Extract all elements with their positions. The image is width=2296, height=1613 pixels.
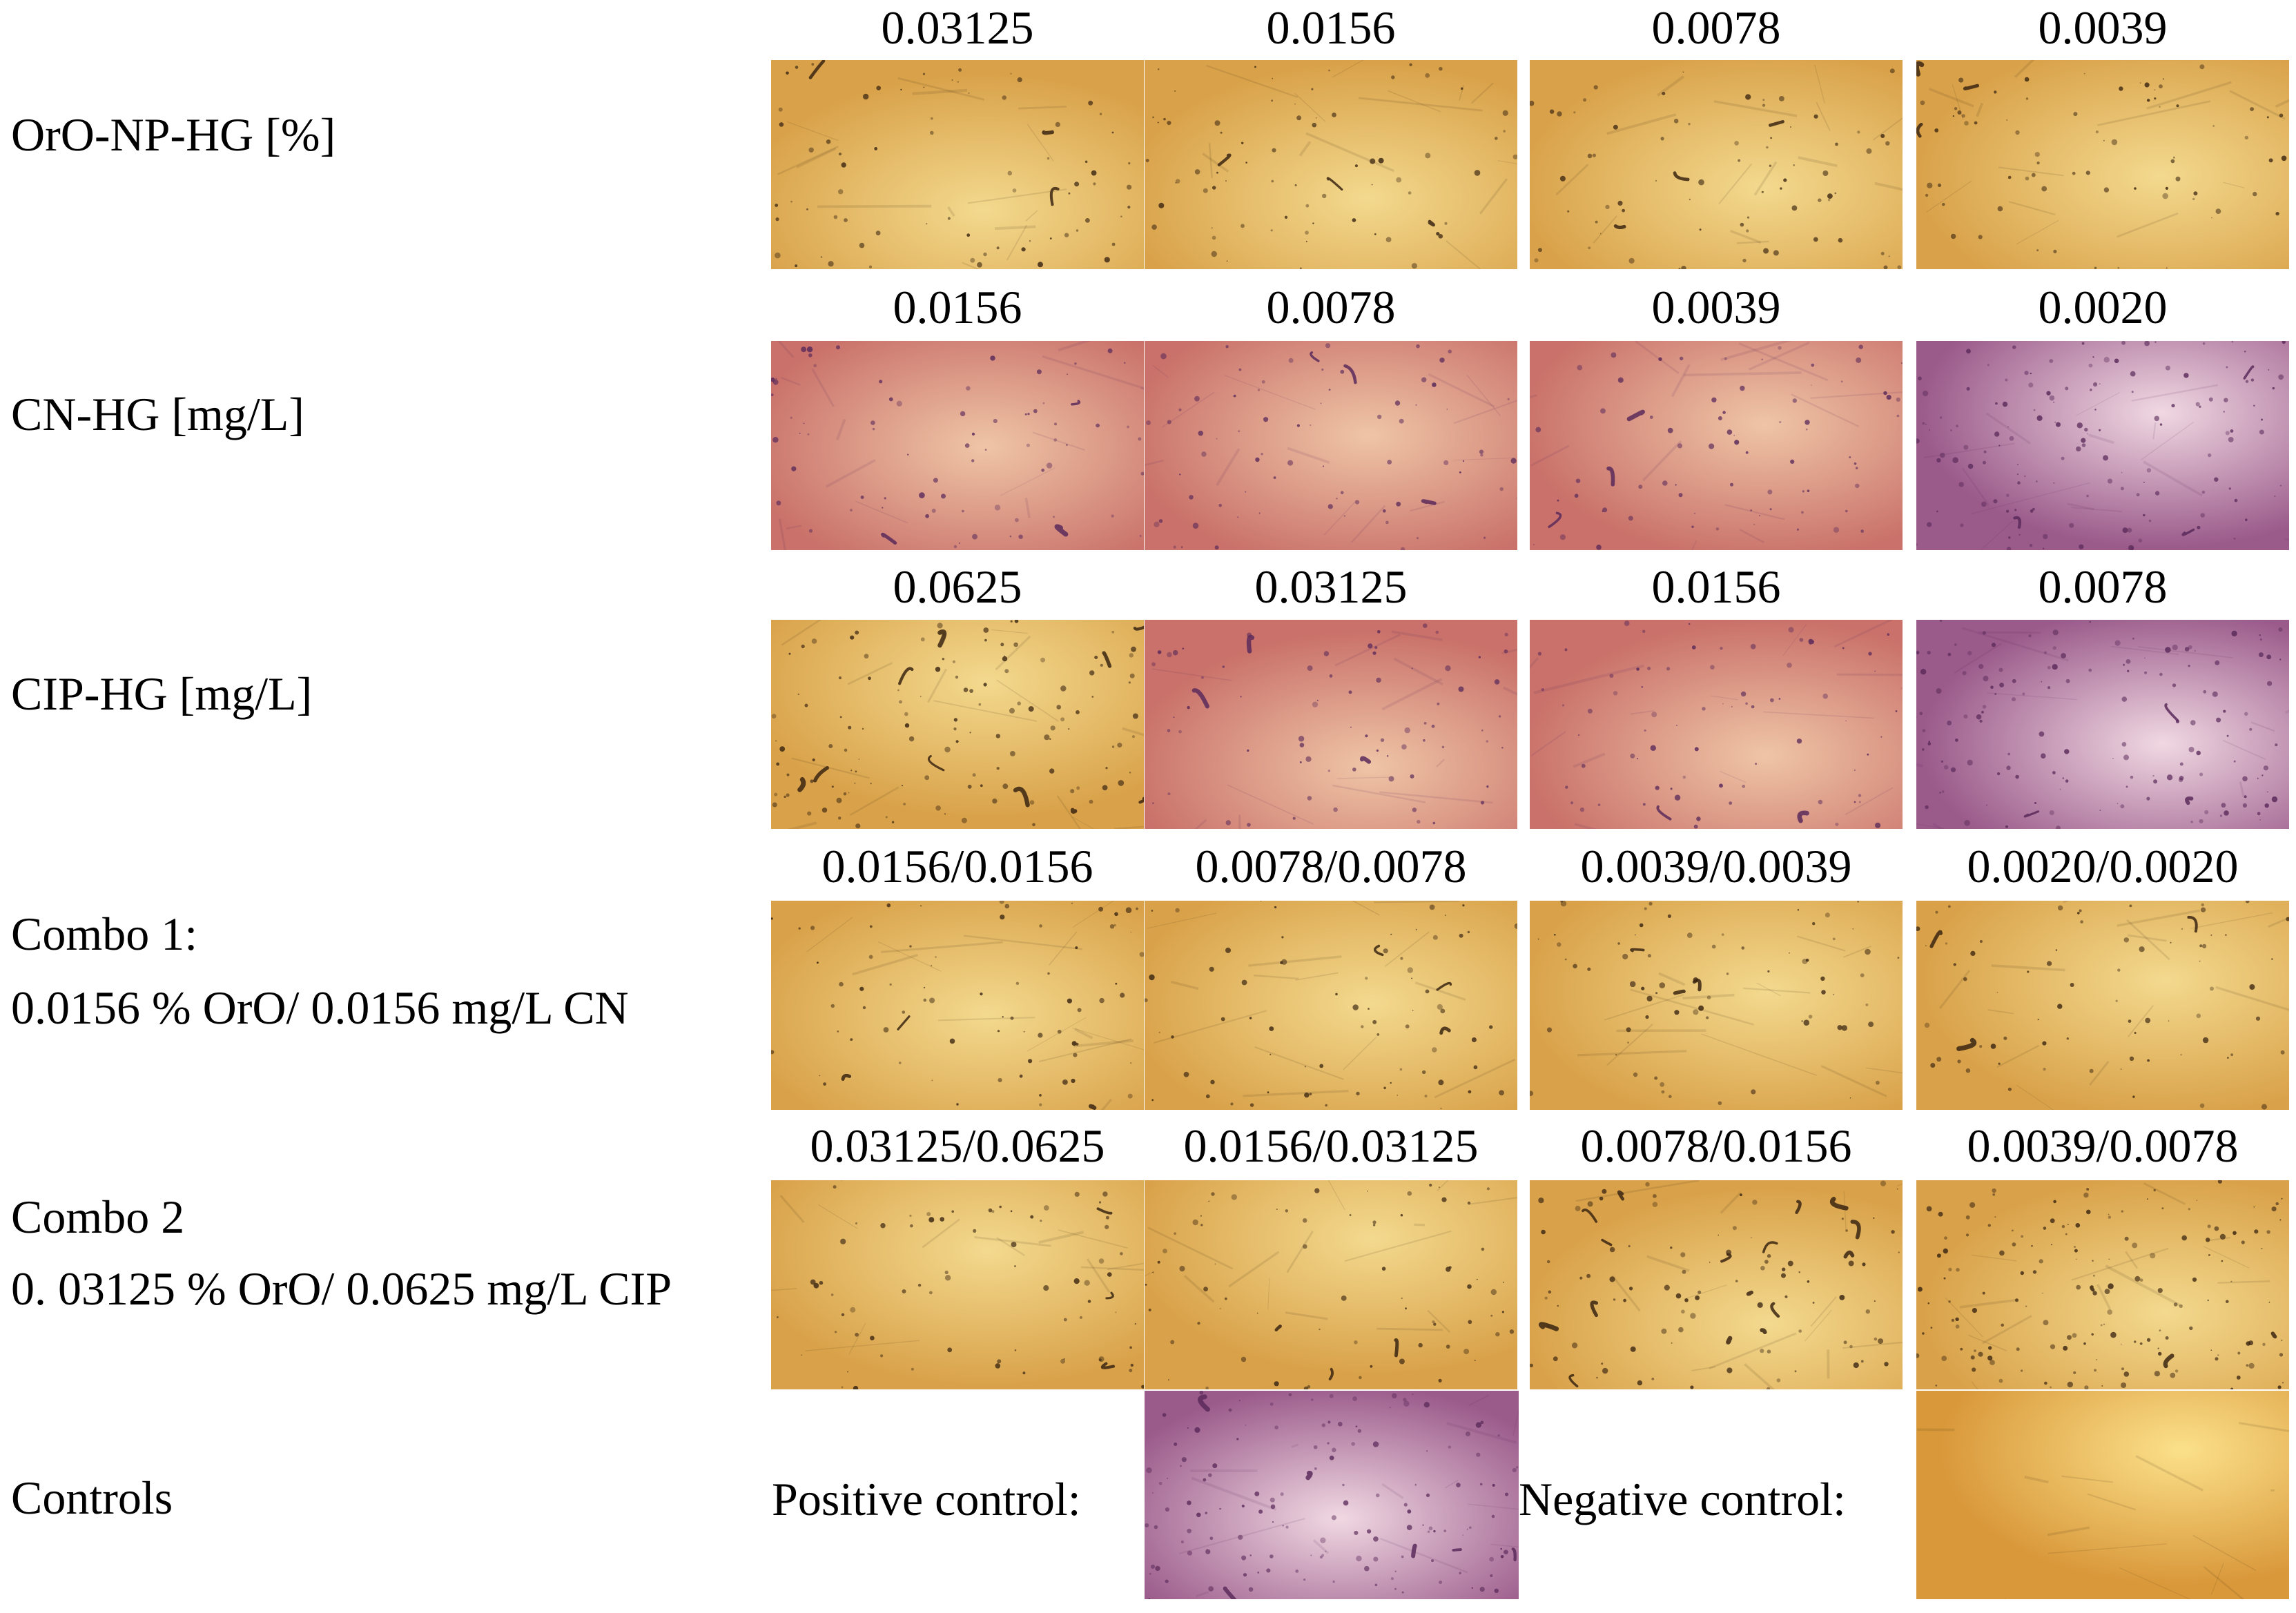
concentration-label: 0.0078 bbox=[1651, 1, 1781, 54]
concentration-label: 0.03125/0.0625 bbox=[810, 1120, 1105, 1172]
negative-control-image bbox=[1916, 1391, 2289, 1599]
micrograph-image bbox=[1916, 341, 2289, 550]
micrograph-image bbox=[1530, 60, 1903, 269]
concentration-label: 0.0020 bbox=[2038, 281, 2168, 333]
concentration-label: 0.0039 bbox=[2038, 1, 2168, 54]
concentration-label: 0.0039/0.0039 bbox=[1580, 840, 1852, 892]
concentration-label: 0.03125 bbox=[881, 1, 1034, 54]
concentration-label: 0.0020/0.0020 bbox=[1967, 840, 2239, 892]
micrograph-image bbox=[771, 1180, 1144, 1389]
micrograph-image bbox=[1916, 1180, 2289, 1389]
row-label-cn-hg: CN-HG [mg/L] bbox=[11, 388, 304, 440]
negative-control-label: Negative control: bbox=[1519, 1473, 1846, 1525]
concentration-label: 0.0039/0.0078 bbox=[1967, 1120, 2239, 1172]
micrograph-image bbox=[771, 341, 1144, 550]
micrograph-image bbox=[1145, 341, 1517, 550]
concentration-label: 0.0156 bbox=[1651, 560, 1781, 613]
row-label-combo1-detail: 0.0156 % OrO/ 0.0156 mg/L CN bbox=[11, 981, 629, 1034]
row-label-cip-hg: CIP-HG [mg/L] bbox=[11, 667, 313, 720]
micrograph-image bbox=[1145, 620, 1517, 829]
row-label-combo2-detail: 0. 03125 % OrO/ 0.0625 mg/L CIP bbox=[11, 1262, 672, 1315]
micrograph-image bbox=[1530, 620, 1903, 829]
micrograph-image bbox=[1145, 1180, 1517, 1389]
row-label-combo2-title: Combo 2 bbox=[11, 1191, 185, 1243]
micrograph-image bbox=[1916, 901, 2289, 1110]
concentration-label: 0.0078 bbox=[1266, 281, 1396, 333]
positive-control-label: Positive control: bbox=[772, 1473, 1081, 1525]
row-label-controls: Controls bbox=[11, 1472, 173, 1524]
micrograph-image bbox=[1916, 60, 2289, 269]
concentration-label: 0.0156/0.0156 bbox=[821, 840, 1093, 892]
row-label-oro-np-hg: OrO-NP-HG [%] bbox=[11, 108, 336, 161]
concentration-label: 0.0078/0.0078 bbox=[1195, 840, 1467, 892]
micrograph-image bbox=[771, 901, 1144, 1110]
concentration-label: 0.0156 bbox=[893, 281, 1022, 333]
concentration-label: 0.0078/0.0156 bbox=[1580, 1120, 1852, 1172]
micrograph-image bbox=[1530, 341, 1903, 550]
concentration-label: 0.0078 bbox=[2038, 560, 2168, 613]
micrograph-image bbox=[1916, 620, 2289, 829]
positive-control-image bbox=[1145, 1391, 1519, 1599]
micrograph-image bbox=[1145, 901, 1517, 1110]
row-label-combo1-title: Combo 1: bbox=[11, 908, 198, 960]
micrograph-image bbox=[1145, 60, 1517, 269]
micrograph-image bbox=[1530, 1180, 1903, 1389]
micrograph-image bbox=[771, 60, 1144, 269]
concentration-label: 0.0156/0.03125 bbox=[1183, 1120, 1479, 1172]
concentration-label: 0.03125 bbox=[1254, 560, 1408, 613]
concentration-label: 0.0039 bbox=[1651, 281, 1781, 333]
concentration-label: 0.0625 bbox=[893, 560, 1022, 613]
micrograph-image bbox=[1530, 901, 1903, 1110]
concentration-label: 0.0156 bbox=[1266, 1, 1396, 54]
micrograph-image bbox=[771, 620, 1144, 829]
